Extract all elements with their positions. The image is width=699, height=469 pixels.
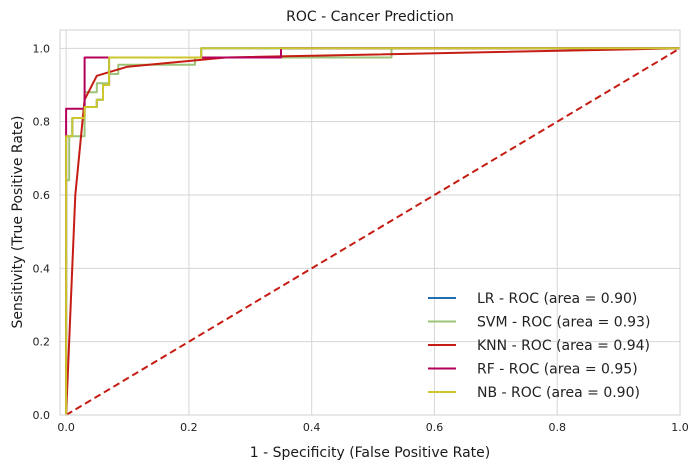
legend-entry-label: NB - ROC (area = 0.90) bbox=[477, 385, 640, 401]
legend: LR - ROC (area = 0.90) SVM - ROC (area = … bbox=[428, 291, 650, 401]
series-lines bbox=[65, 47, 681, 416]
y-tick-label: 0.4 bbox=[33, 262, 51, 275]
x-axis-label: 1 - Specificity (False Positive Rate) bbox=[250, 445, 491, 461]
chart-title: ROC - Cancer Prediction bbox=[286, 9, 454, 25]
y-tick-label: 0.6 bbox=[33, 189, 51, 202]
x-tick-label: 0.4 bbox=[303, 421, 321, 434]
legend-entry-label: SVM - ROC (area = 0.93) bbox=[477, 315, 650, 331]
y-tick-labels: 0.0 0.2 0.4 0.6 0.8 1.0 bbox=[33, 42, 51, 422]
series-line-nb bbox=[65, 47, 680, 415]
y-tick-label: 0.0 bbox=[33, 409, 51, 422]
grid bbox=[60, 30, 681, 416]
x-tick-label: 0.6 bbox=[426, 421, 444, 434]
y-tick-label: 0.2 bbox=[33, 336, 51, 349]
legend-entry-label: LR - ROC (area = 0.90) bbox=[477, 291, 637, 307]
x-tick-label: 0.0 bbox=[57, 421, 75, 434]
x-tick-label: 1.0 bbox=[671, 421, 689, 434]
y-tick-label: 0.8 bbox=[33, 116, 51, 129]
y-axis-label: Sensitivity (True Positive Rate) bbox=[10, 116, 26, 329]
x-tick-label: 0.2 bbox=[180, 421, 198, 434]
legend-entry-label: KNN - ROC (area = 0.94) bbox=[477, 338, 650, 354]
x-tick-labels: 0.0 0.2 0.4 0.6 0.8 1.0 bbox=[57, 421, 688, 434]
legend-entry-label: RF - ROC (area = 0.95) bbox=[477, 362, 638, 378]
plot-area-background bbox=[60, 30, 680, 415]
x-tick-label: 0.8 bbox=[548, 421, 566, 434]
reference-diagonal bbox=[65, 47, 681, 416]
reference-diagonal-line bbox=[65, 47, 681, 416]
y-tick-label: 1.0 bbox=[33, 42, 51, 55]
plot-area-frame bbox=[59, 29, 681, 416]
